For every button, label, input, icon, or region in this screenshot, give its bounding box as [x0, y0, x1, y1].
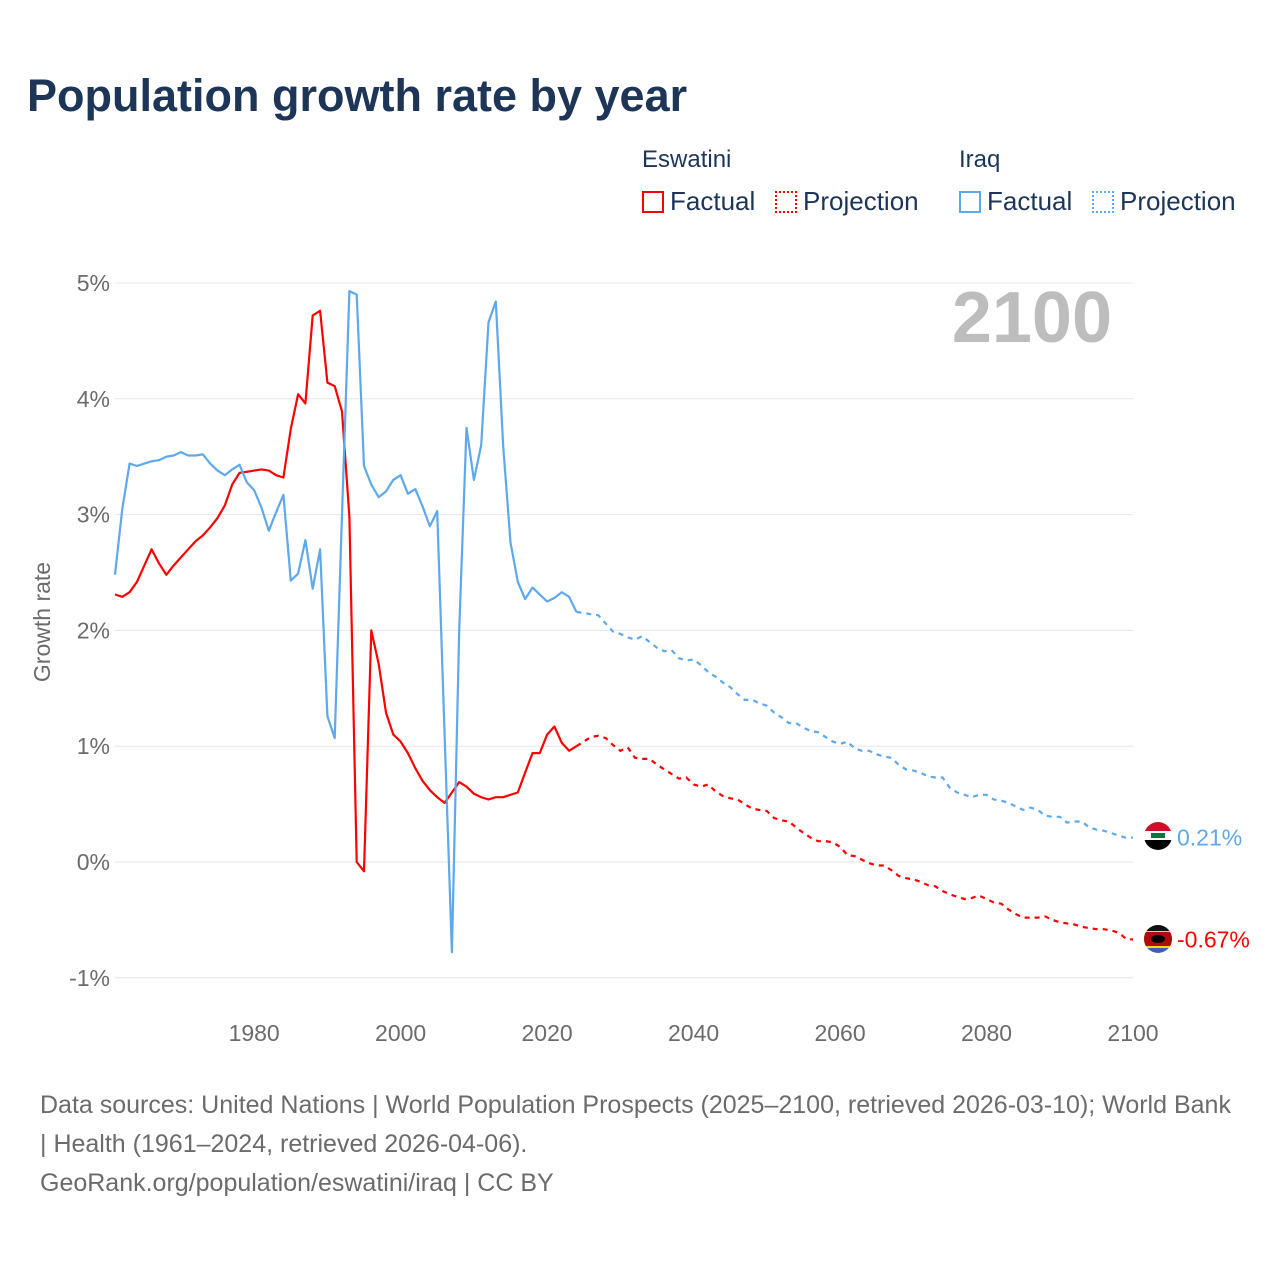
legend-swatch-solid — [959, 190, 981, 213]
legend-iraq-factual[interactable]: Factual — [959, 186, 1072, 217]
x-tick-label: 2100 — [1107, 1020, 1158, 1046]
legend-label: Projection — [1120, 186, 1236, 216]
data-sources-note: Data sources: United Nations | World Pop… — [40, 1091, 1231, 1158]
line-chart: 5% 4% 3% 2% 1% 0% -1% 1980 2000 2020 2040 2060 2080 2… — [29, 270, 1250, 1046]
x-tick-label: 2060 — [814, 1020, 865, 1046]
y-tick-label: 1% — [77, 733, 110, 759]
legend-eswatini-heading: Eswatini — [642, 146, 732, 173]
x-tick-label: 2020 — [522, 1020, 573, 1046]
legend-label: Factual — [670, 186, 756, 216]
y-tick-label: 4% — [77, 386, 110, 412]
legend-swatch-dotted — [1092, 190, 1114, 213]
legend-iraq-projection[interactable]: Projection — [1092, 186, 1236, 217]
eswatini-factual-line — [114, 309, 577, 873]
legend-eswatini-factual[interactable]: Factual — [642, 186, 755, 217]
y-tick-label: 0% — [77, 849, 110, 875]
y-axis-label: Growth rate — [29, 562, 55, 682]
chart-title: Population growth rate by year — [27, 70, 688, 121]
legend-label: Projection — [803, 186, 919, 216]
eswatini-end-value-label: -0.67% — [1177, 927, 1250, 953]
legend-label: Factual — [987, 186, 1073, 216]
legend-iraq-heading: Iraq — [959, 146, 1001, 173]
y-tick-label: 3% — [77, 502, 110, 528]
x-tick-label: 2040 — [668, 1020, 719, 1046]
x-tick-label: 2000 — [375, 1020, 426, 1046]
iraq-projection-line — [576, 610, 1133, 839]
legend-swatch-dotted — [775, 190, 797, 213]
eswatini-projection-line — [575, 734, 1134, 941]
legend-eswatini-projection[interactable]: Projection — [775, 186, 919, 217]
legend-swatch-solid — [642, 190, 664, 213]
y-tick-label: 5% — [77, 270, 110, 296]
iraq-factual-line — [113, 290, 578, 954]
year-display: 2100 — [952, 278, 1112, 358]
iraq-end-value-label: 0.21% — [1177, 825, 1242, 851]
x-tick-label: 1980 — [229, 1020, 280, 1046]
credit-link[interactable]: GeoRank.org/population/eswatini/iraq | C… — [40, 1169, 554, 1197]
iraq-flag-icon — [1144, 822, 1172, 850]
x-tick-label: 2080 — [961, 1020, 1012, 1046]
eswatini-flag-icon — [1144, 925, 1172, 953]
y-tick-label: 2% — [77, 617, 110, 643]
y-tick-label: -1% — [69, 965, 110, 991]
